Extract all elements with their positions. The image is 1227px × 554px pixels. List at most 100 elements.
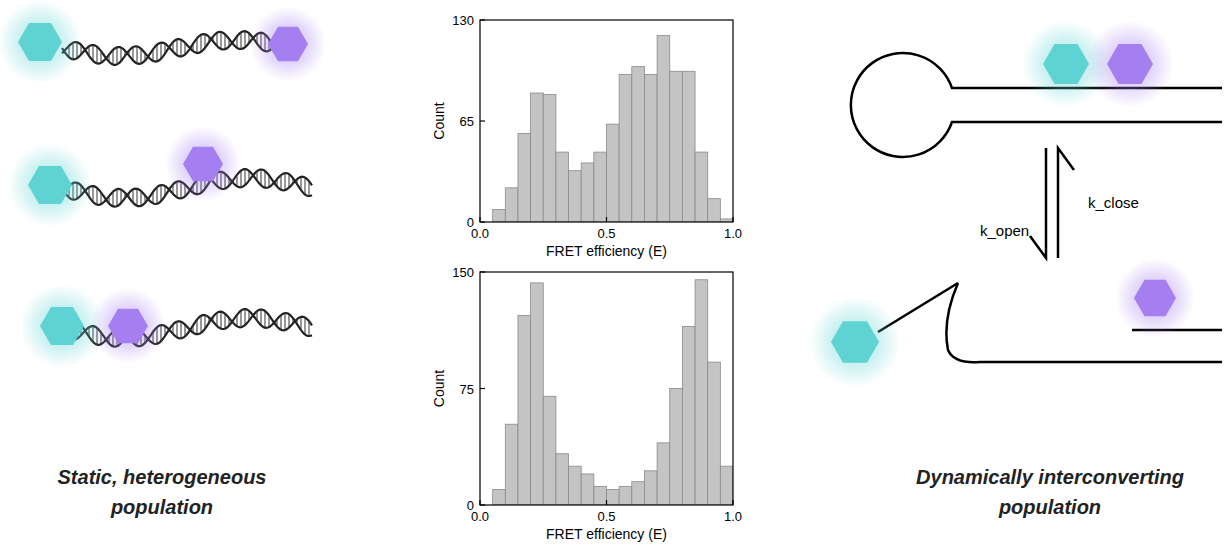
base-pair xyxy=(101,192,102,204)
base-pair xyxy=(181,40,182,57)
base-pair xyxy=(249,171,250,181)
bars xyxy=(493,36,733,222)
bar xyxy=(543,95,556,222)
x-tick-label: 1.0 xyxy=(724,226,742,241)
rate-open-label: k_open xyxy=(980,222,1029,239)
base-pair xyxy=(221,312,222,329)
glow xyxy=(250,6,326,82)
y-tick-label: 65 xyxy=(460,114,474,129)
x-tick-label: 1.0 xyxy=(724,509,742,524)
base-pair xyxy=(209,37,210,42)
bar xyxy=(607,489,620,505)
base-pair xyxy=(197,38,198,53)
base-pair xyxy=(309,321,310,336)
base-pair xyxy=(285,313,286,330)
base-pair xyxy=(261,169,262,185)
base-pair xyxy=(269,315,270,327)
base-pair xyxy=(121,189,122,203)
glow xyxy=(1115,258,1195,338)
base-pair xyxy=(241,32,242,49)
base-pair xyxy=(129,51,130,56)
bar xyxy=(632,67,645,222)
x-tick-label: 0.5 xyxy=(597,226,615,241)
fluorophore xyxy=(183,147,223,182)
base-pair xyxy=(245,309,246,325)
x-tick-label: 0.5 xyxy=(597,509,615,524)
bar xyxy=(518,133,531,222)
base-pair xyxy=(177,322,178,338)
bar xyxy=(708,362,721,505)
base-pair xyxy=(197,320,198,335)
bar xyxy=(594,486,607,505)
base-pair xyxy=(245,169,246,185)
base-pair xyxy=(237,36,238,47)
base-pair xyxy=(113,192,114,207)
bar xyxy=(581,474,594,505)
y-tick xyxy=(480,120,485,121)
x-tick xyxy=(606,500,607,505)
bar xyxy=(682,71,695,222)
bar xyxy=(556,454,569,505)
right-caption: Dynamically interconverting population xyxy=(890,462,1210,522)
base-pair xyxy=(305,317,306,334)
base-pair xyxy=(133,47,134,60)
base-pair xyxy=(109,196,110,203)
bar xyxy=(556,152,569,222)
base-pair xyxy=(161,43,162,59)
base-pair xyxy=(101,51,102,63)
base-pair xyxy=(293,178,294,183)
fluorophore xyxy=(831,321,879,363)
base-pair xyxy=(181,322,182,339)
fluorophore xyxy=(28,166,72,204)
base-pair xyxy=(185,43,186,55)
base-pair xyxy=(301,317,302,330)
bars xyxy=(493,280,733,505)
base-pair xyxy=(281,315,282,330)
y-axis-title: Count xyxy=(431,102,447,139)
glow xyxy=(8,143,92,227)
y-tick-label: 75 xyxy=(460,382,474,397)
x-tick xyxy=(479,500,480,505)
base-pair xyxy=(305,177,306,194)
bar xyxy=(708,199,721,222)
base-pair xyxy=(297,179,298,184)
base-pair xyxy=(301,177,302,190)
fluorophore xyxy=(1134,280,1176,316)
donor-dye xyxy=(0,0,82,84)
equilibrium-arrows xyxy=(1030,148,1074,258)
histogram: 0751500.00.51.0FRET efficiency (E)Count xyxy=(431,265,742,542)
y-tick xyxy=(480,504,485,505)
base-pair xyxy=(309,181,310,196)
base-pair xyxy=(257,311,258,320)
base-pair xyxy=(153,49,154,60)
base-pair xyxy=(289,174,290,188)
x-tick xyxy=(606,217,607,222)
bar xyxy=(607,124,620,222)
base-pair xyxy=(93,45,94,61)
base-pair xyxy=(261,309,262,325)
bar xyxy=(695,280,708,505)
base-pair xyxy=(165,186,166,196)
base-pair xyxy=(237,315,238,326)
glow xyxy=(1086,20,1173,107)
base-pair xyxy=(249,33,250,43)
y-tick-label: 130 xyxy=(452,13,474,28)
bar xyxy=(531,283,544,505)
glow xyxy=(0,0,82,84)
base-pair xyxy=(277,319,278,326)
base-pair xyxy=(157,45,158,62)
base-pair xyxy=(141,49,142,64)
base-pair xyxy=(129,193,130,198)
base-pair xyxy=(125,51,126,56)
bar xyxy=(581,163,594,222)
base-pair xyxy=(97,47,98,64)
glow xyxy=(90,288,166,364)
bar xyxy=(505,188,518,222)
donor-dye xyxy=(8,143,92,227)
fluorophore xyxy=(1107,44,1153,84)
base-pair xyxy=(225,314,226,329)
acceptor-dye xyxy=(250,6,326,82)
base-pair xyxy=(201,35,202,52)
bar xyxy=(682,326,695,505)
bar xyxy=(518,315,531,505)
